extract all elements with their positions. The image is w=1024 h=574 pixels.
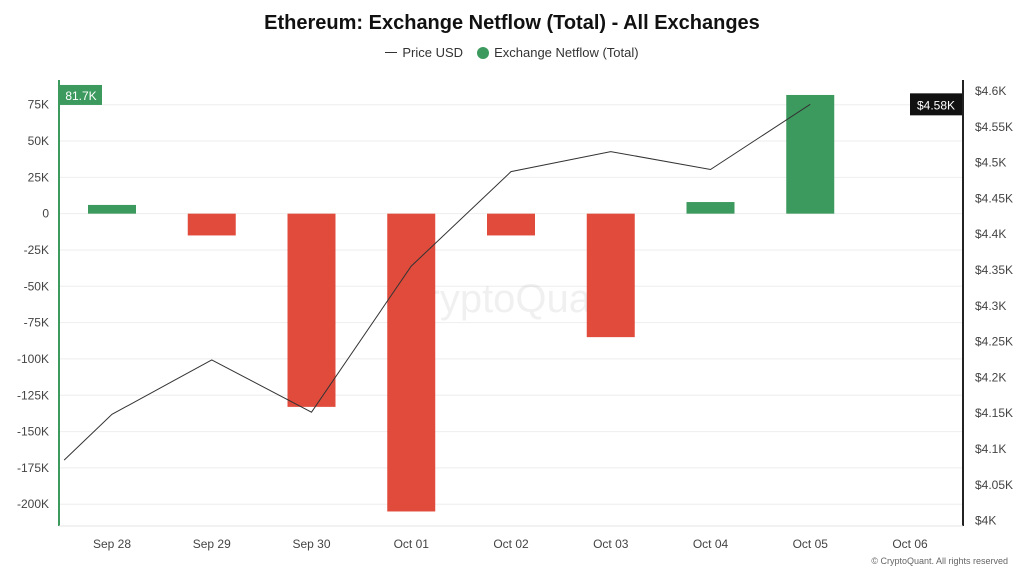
netflow-bar <box>387 213 436 512</box>
x-tick-label: Oct 04 <box>693 537 729 551</box>
left-tick-label: -50K <box>24 279 49 293</box>
x-tick-label: Oct 05 <box>793 537 829 551</box>
right-tick-label: $4.55K <box>975 120 1013 134</box>
price-line <box>63 103 811 461</box>
netflow-bar <box>88 204 136 214</box>
chart-title: Ethereum: Exchange Netflow (Total) - All… <box>264 12 760 34</box>
x-tick-label: Oct 01 <box>394 537 430 551</box>
current-price-label: $4.58K <box>917 98 955 112</box>
right-tick-label: $4K <box>975 514 996 528</box>
right-tick-label: $4.15K <box>975 406 1013 420</box>
x-tick-label: Oct 03 <box>593 537 629 551</box>
x-tick-label: Oct 06 <box>892 537 928 551</box>
current-price-badge <box>910 93 962 116</box>
right-tick-label: $4.3K <box>975 299 1006 313</box>
left-tick-label: -175K <box>17 461 49 475</box>
right-tick-label: $4.45K <box>975 191 1013 205</box>
left-tick-label: 75K <box>28 98 49 112</box>
left-tick-label: 25K <box>28 170 49 184</box>
right-tick-label: $4.1K <box>975 442 1006 456</box>
line-icon <box>385 52 398 53</box>
current-netflow-badge <box>60 84 102 105</box>
copyright: © CryptoQuant. All rights reserved <box>871 556 1008 566</box>
x-tick-label: Sep 28 <box>93 537 131 551</box>
netflow-bar <box>187 213 236 236</box>
right-tick-label: $4.05K <box>975 478 1013 492</box>
netflow-bar <box>586 213 635 338</box>
right-tick-label: $4.5K <box>975 156 1006 170</box>
legend: Price USD Exchange Netflow (Total) <box>0 45 1024 60</box>
right-tick-label: $4.4K <box>975 227 1006 241</box>
x-tick-label: Sep 30 <box>292 537 330 551</box>
left-tick-label: 0 <box>42 207 49 221</box>
left-tick-label: -100K <box>17 352 49 366</box>
left-tick-label: 50K <box>28 134 49 148</box>
left-tick-label: -75K <box>24 316 49 330</box>
watermark: CryptoQuant <box>398 277 625 321</box>
right-tick-label: $4.25K <box>975 335 1013 349</box>
dot-icon <box>477 46 490 59</box>
legend-item-netflow[interactable]: Exchange Netflow (Total) <box>477 45 639 60</box>
right-tick-label: $4.35K <box>975 263 1013 277</box>
netflow-bar <box>686 202 735 214</box>
right-tick-label: $4.6K <box>975 84 1006 98</box>
left-tick-label: -25K <box>24 243 49 257</box>
left-tick-label: -150K <box>17 425 49 439</box>
x-tick-label: Sep 29 <box>193 537 231 551</box>
x-tick-label: Oct 02 <box>493 537 529 551</box>
left-tick-label: -125K <box>17 388 49 402</box>
right-tick-label: $4.2K <box>975 370 1006 384</box>
left-tick-label: -200K <box>17 497 49 511</box>
current-netflow-label: 81.7K <box>65 89 96 103</box>
netflow-bar <box>786 94 835 214</box>
legend-item-price[interactable]: Price USD <box>385 45 463 60</box>
netflow-bar <box>287 213 336 407</box>
netflow-bar <box>487 213 535 236</box>
